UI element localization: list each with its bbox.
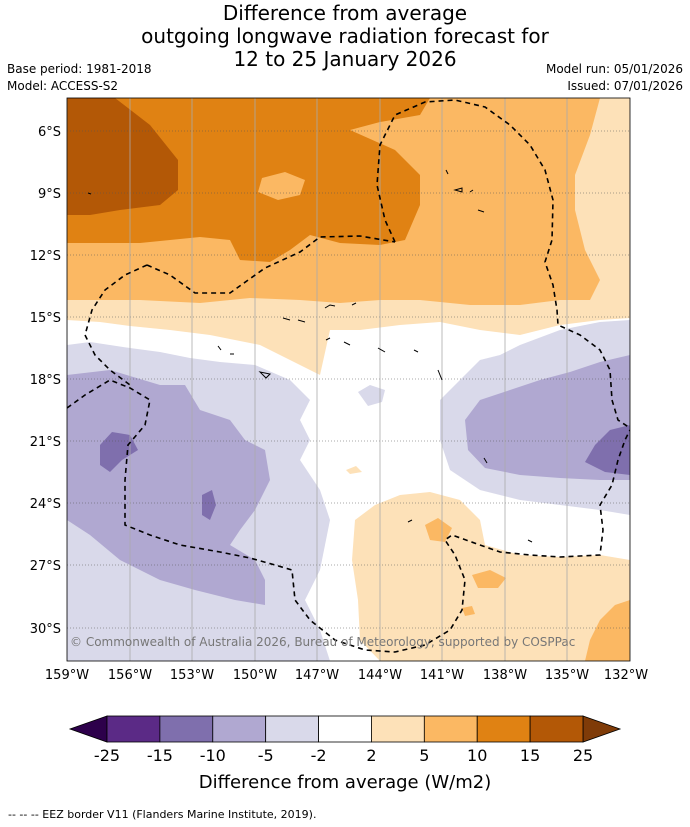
positive-mid-south-patch-c: [462, 606, 475, 616]
longitude-gridlines: [67, 98, 630, 661]
eez-footnote: -- -- -- EEZ border V11 (Flanders Marine…: [8, 808, 317, 821]
lat-label-15s: 15°S: [30, 311, 61, 326]
olr-anomaly-field: © Commonwealth of Australia 2026, Bureau…: [67, 98, 630, 661]
model-run-label: Model run: 05/01/2026: [545, 62, 683, 76]
title-line-3: 12 to 25 January 2026: [233, 47, 457, 71]
colorbar-swatch-6: [371, 715, 425, 743]
lat-label-30s: 30°S: [30, 622, 61, 637]
colorbar-over-arrow: [582, 715, 622, 743]
colorbar-tick-label: 10: [467, 746, 487, 765]
lon-label-159w: 159°W: [45, 668, 89, 683]
positive-mid-south-patch-b: [472, 570, 506, 588]
islands: [87, 169, 533, 543]
colorbar-swatch-2: [159, 715, 214, 743]
colorbar-title: Difference from average (W/m2): [199, 772, 491, 793]
latitude-labels: 6°S 9°S 12°S 15°S 18°S 21°S 24°S 27°S 30…: [30, 125, 61, 637]
colorbar-swatch-7: [423, 715, 478, 743]
lon-label-144w: 144°W: [358, 668, 402, 683]
copyright-text: © Commonwealth of Australia 2026, Bureau…: [70, 635, 575, 649]
colorbar-swatch-9: [529, 715, 584, 743]
longitude-labels: 159°W 156°W 153°W 150°W 147°W 144°W 141°…: [45, 668, 648, 683]
lat-label-6s: 6°S: [38, 125, 61, 140]
colorbar-tick-label: 5: [419, 746, 429, 765]
title-line-2: outgoing longwave radiation forecast for: [141, 24, 549, 48]
model-label: Model: ACCESS-S2: [7, 79, 119, 93]
colorbar-tick-label: -2: [311, 746, 327, 765]
negative-high-east-region: [585, 425, 630, 475]
map-frame: [66, 97, 631, 662]
lat-label-9s: 9°S: [38, 187, 61, 202]
colorbar-under-arrow: [68, 715, 108, 743]
colorbar-tick-label: -25: [94, 746, 120, 765]
lat-label-21s: 21°S: [30, 435, 61, 450]
colorbar-swatch-3: [212, 715, 267, 743]
lon-label-135w: 135°W: [545, 668, 589, 683]
lat-label-18s: 18°S: [30, 373, 61, 388]
positive-low-small-patch-b: [377, 606, 392, 624]
colorbar-tick-label: 25: [573, 746, 593, 765]
negative-mid-east-region: [465, 355, 630, 480]
eez-border: [67, 99, 630, 653]
negative-mid-west-region: [67, 370, 270, 605]
colorbar-tick-label: 2: [366, 746, 376, 765]
lon-label-141w: 141°W: [420, 668, 464, 683]
colorbar: -25 -15 -10 -5 -2 2 5 10 15 25 Difference from av…: [68, 715, 622, 793]
lon-label-156w: 156°W: [108, 668, 152, 683]
colorbar-tick-label: -15: [147, 746, 173, 765]
positive-mid-patch: [258, 172, 305, 200]
lat-label-12s: 12°S: [30, 249, 61, 264]
lon-label-138w: 138°W: [483, 668, 527, 683]
negative-high-west-blob: [100, 432, 138, 472]
colorbar-tick-label: 15: [520, 746, 540, 765]
lat-label-27s: 27°S: [30, 559, 61, 574]
lon-label-153w: 153°W: [170, 668, 214, 683]
lon-label-132w: 132°W: [604, 668, 648, 683]
colorbar-swatch-4: [265, 715, 319, 743]
title-line-1: Difference from average: [222, 1, 468, 25]
lon-label-147w: 147°W: [295, 668, 339, 683]
positive-mid-south-patch-a: [425, 518, 452, 542]
colorbar-swatch-8: [476, 715, 531, 743]
colorbar-swatch-5: [318, 715, 372, 743]
strong-positive-region: [67, 98, 178, 215]
colorbar-tick-label: -5: [258, 746, 274, 765]
positive-low-small-patch: [346, 466, 362, 474]
lon-label-150w: 150°W: [233, 668, 277, 683]
colorbar-swatch-1: [106, 715, 161, 743]
colorbar-tick-label: -10: [200, 746, 226, 765]
base-period-label: Base period: 1981-2018: [7, 62, 152, 76]
negative-high-small-blob: [202, 490, 216, 520]
lat-label-24s: 24°S: [30, 497, 61, 512]
issued-label: Issued: 07/01/2026: [567, 79, 683, 93]
positive-mid-southeast-patch: [585, 600, 630, 661]
negative-low-small-patch: [358, 385, 385, 406]
latitude-gridlines: [67, 130, 630, 629]
